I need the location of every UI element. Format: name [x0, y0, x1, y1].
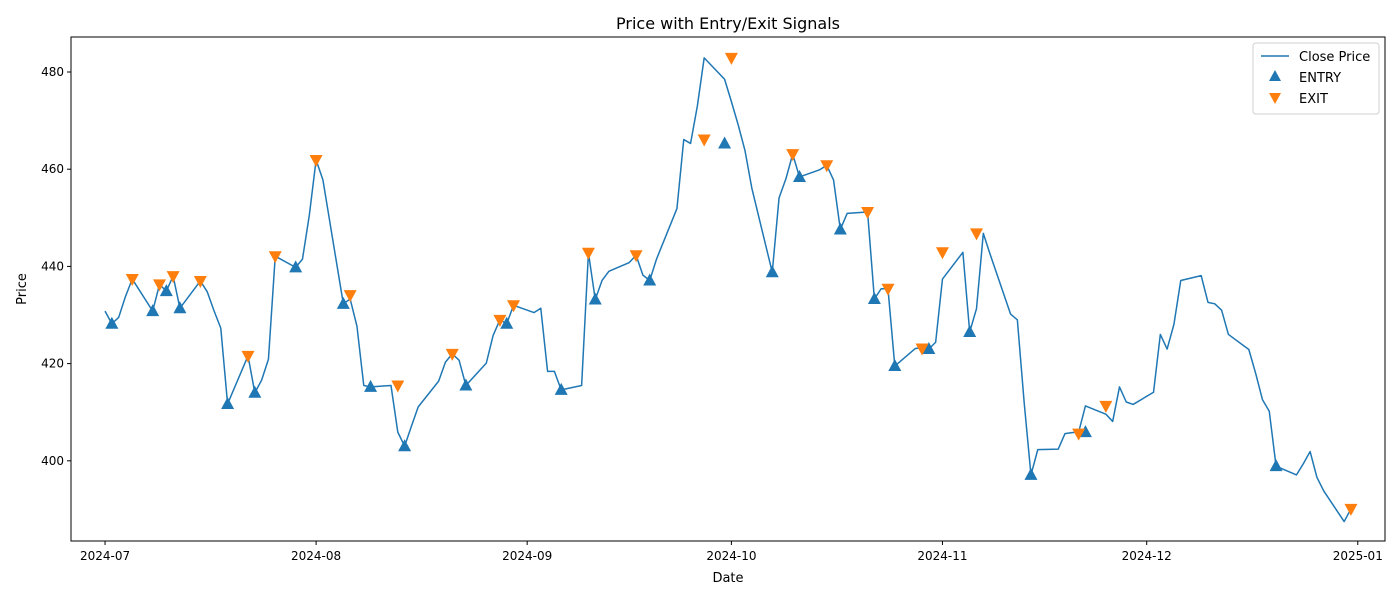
entry-marker [867, 291, 881, 304]
exit-marker [445, 348, 459, 361]
legend-entry-label: ENTRY [1299, 71, 1341, 86]
entry-marker [248, 385, 262, 398]
entry-marker [643, 273, 657, 286]
y-tick-label: 480 [41, 65, 64, 79]
exit-marker [861, 206, 875, 219]
exit-marker [507, 300, 521, 313]
exit-marker [1344, 503, 1358, 516]
close-price-line [104, 57, 1352, 523]
legend-exit-swatch [1269, 93, 1281, 104]
x-tick-label: 2024-09 [502, 549, 552, 563]
legend-box [1252, 42, 1380, 115]
entry-marker [922, 342, 936, 355]
exit-marker [581, 247, 595, 260]
x-axis: 2024-07 2024-08 2024-09 2024-10 2024-11 2024-… [80, 541, 1383, 563]
x-tick-label: 2024-10 [706, 549, 756, 563]
x-axis-label: Date [712, 571, 743, 586]
exit-marker [786, 149, 800, 162]
entry-marker [364, 379, 378, 392]
exit-marker [697, 134, 711, 147]
entry-marker [792, 169, 806, 182]
y-tick-label: 420 [41, 357, 64, 371]
chart-title: Price with Entry/Exit Signals [616, 14, 840, 33]
exit-marker [193, 275, 207, 288]
entry-marker [1078, 425, 1092, 438]
legend-exit-label: EXIT [1299, 92, 1328, 107]
entry-marker [459, 378, 473, 391]
x-tick-label: 2024-07 [80, 549, 130, 563]
y-axis-label: Price [15, 273, 30, 305]
entry-marker [221, 396, 235, 409]
entry-marker [588, 292, 602, 305]
y-tick-label: 460 [41, 162, 64, 176]
exit-marker [153, 279, 167, 292]
exit-marker [343, 290, 357, 303]
plot-area [104, 52, 1358, 523]
exit-marker [1099, 400, 1113, 413]
exit-marker [166, 271, 180, 284]
x-tick-label: 2024-12 [1122, 549, 1172, 563]
entry-marker [718, 136, 732, 149]
entry-marker [765, 265, 779, 278]
entry-marker [146, 304, 160, 317]
entry-marker [105, 316, 119, 329]
entry-marker [398, 439, 412, 452]
entry-marker [159, 284, 173, 297]
entry-marker [289, 260, 303, 273]
y-tick-label: 400 [41, 454, 64, 468]
exit-marker [1072, 428, 1086, 441]
x-tick-label: 2024-08 [291, 549, 341, 563]
exit-marker [935, 247, 949, 260]
exit-marker [125, 274, 139, 287]
entry-marker [888, 359, 902, 372]
x-tick-label: 2024-11 [917, 549, 967, 563]
entry-marker [336, 296, 350, 309]
entry-marker [554, 382, 568, 395]
legend-entry-swatch [1269, 70, 1281, 81]
entry-marker [1024, 467, 1038, 480]
y-tick-label: 440 [41, 259, 64, 273]
entry-marker [500, 316, 514, 329]
exit-marker [881, 283, 895, 296]
exit-marker [268, 251, 282, 264]
entry-marker [173, 301, 187, 314]
legend: Close Price ENTRY EXIT [1252, 42, 1380, 115]
exit-marker [391, 380, 405, 393]
exit-marker [724, 52, 738, 65]
y-axis: 400 420 440 460 480 [41, 65, 71, 468]
entry-marker [963, 325, 977, 338]
plot-frame [70, 36, 1386, 542]
exit-marker [241, 350, 255, 363]
exit-marker [915, 343, 929, 356]
x-tick-label: 2025-01 [1333, 549, 1383, 563]
entry-marker [833, 222, 847, 235]
exit-marker [309, 154, 323, 167]
entry-marker [1269, 459, 1283, 472]
exit-marker [493, 314, 507, 327]
exit-marker [629, 250, 643, 263]
exit-marker [970, 228, 984, 241]
legend-close-price-label: Close Price [1299, 50, 1370, 65]
exit-marker [820, 160, 834, 173]
